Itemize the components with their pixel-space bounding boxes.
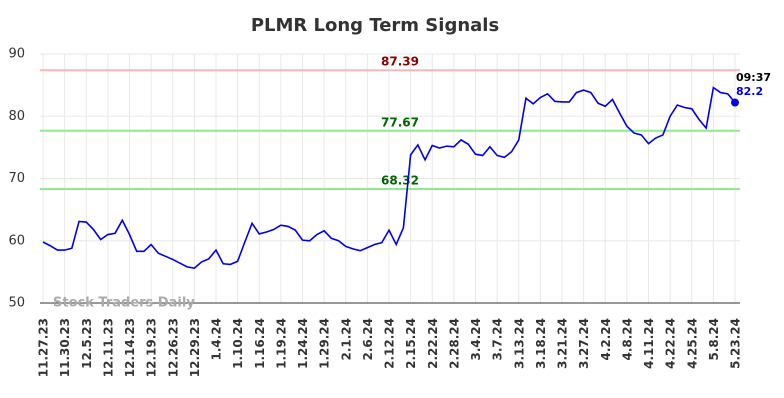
x-tick-label: 1.29.24 <box>318 318 332 369</box>
price-line <box>42 86 736 269</box>
x-tick-label: 3.18.24 <box>534 318 548 369</box>
x-tick-label: 3.7.24 <box>491 318 505 361</box>
x-tick-label: 12.11.23 <box>101 318 115 377</box>
x-tick-label: 4.25.24 <box>685 318 699 369</box>
x-tick-label: 3.21.24 <box>556 318 570 369</box>
x-tick-label: 12.26.23 <box>166 318 180 377</box>
x-tick-label: 3.27.24 <box>577 318 591 369</box>
chart-title: PLMR Long Term Signals <box>251 15 499 36</box>
x-tick-label: 5.23.24 <box>729 318 743 369</box>
last-value: 82.2 <box>736 85 763 98</box>
x-tick-label: 11.30.23 <box>58 318 72 377</box>
x-tick-label: 1.19.24 <box>274 318 288 369</box>
x-tick-label: 3.13.24 <box>512 318 526 369</box>
x-tick-label: 5.8.24 <box>707 318 721 361</box>
x-tick-label: 4.8.24 <box>620 318 634 361</box>
y-tick-label: 90 <box>8 47 25 62</box>
watermark: Stock Traders Daily <box>53 296 195 311</box>
x-tick-label: 2.28.24 <box>447 318 461 369</box>
y-tick-label: 60 <box>8 233 25 248</box>
x-tick-label: 12.14.23 <box>123 318 137 377</box>
x-tick-label: 3.4.24 <box>469 318 483 361</box>
last-time: 09:37 <box>736 71 771 84</box>
x-tick-label: 4.11.24 <box>642 318 656 369</box>
last-point <box>731 98 739 107</box>
x-tick-label: 1.10.24 <box>231 318 245 369</box>
x-tick-label: 2.15.24 <box>404 318 418 369</box>
x-tick-label: 2.22.24 <box>426 318 440 369</box>
x-tick-label: 2.6.24 <box>361 318 375 361</box>
x-tick-label: 2.1.24 <box>339 318 353 361</box>
y-tick-label: 80 <box>8 109 25 124</box>
x-tick-label: 12.19.23 <box>145 318 159 377</box>
x-tick-label: 4.22.24 <box>664 318 678 369</box>
x-tick-label: 4.2.24 <box>599 318 613 361</box>
x-tick-label: 2.12.24 <box>383 318 397 369</box>
x-tick-label: 11.27.23 <box>37 318 51 377</box>
signal-label: 87.39 <box>381 55 419 69</box>
signal-label: 77.67 <box>381 115 419 129</box>
x-tick-label: 1.24.24 <box>296 318 310 369</box>
x-tick-label: 1.16.24 <box>253 318 267 369</box>
signal-label: 68.32 <box>381 173 419 187</box>
x-tick-label: 1.4.24 <box>210 318 224 361</box>
x-tick-label: 12.29.23 <box>188 318 202 377</box>
y-tick-label: 70 <box>8 171 25 186</box>
y-tick-label: 50 <box>8 296 25 311</box>
x-tick-label: 12.5.23 <box>80 318 94 369</box>
